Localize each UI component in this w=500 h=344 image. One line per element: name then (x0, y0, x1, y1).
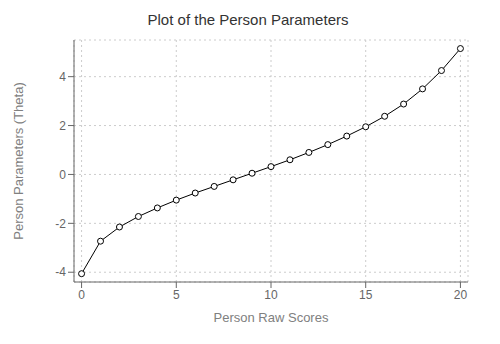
svg-text:-4: -4 (55, 265, 66, 279)
svg-text:4: 4 (59, 70, 66, 84)
svg-text:5: 5 (173, 288, 180, 302)
svg-text:10: 10 (264, 288, 278, 302)
svg-text:Person Raw Scores: Person Raw Scores (214, 310, 329, 325)
svg-text:-2: -2 (55, 217, 66, 231)
html-text:Plot of the Person Parameters: Plot of the Person Parameters (147, 11, 349, 28)
svg-text:0: 0 (78, 288, 85, 302)
svg-text:15: 15 (359, 288, 373, 302)
svg-text:Person Parameters (Theta): Person Parameters (Theta) (11, 82, 26, 240)
svg-text:0: 0 (59, 168, 66, 182)
svg-text:20: 20 (454, 288, 468, 302)
svg-text:2: 2 (59, 119, 66, 133)
